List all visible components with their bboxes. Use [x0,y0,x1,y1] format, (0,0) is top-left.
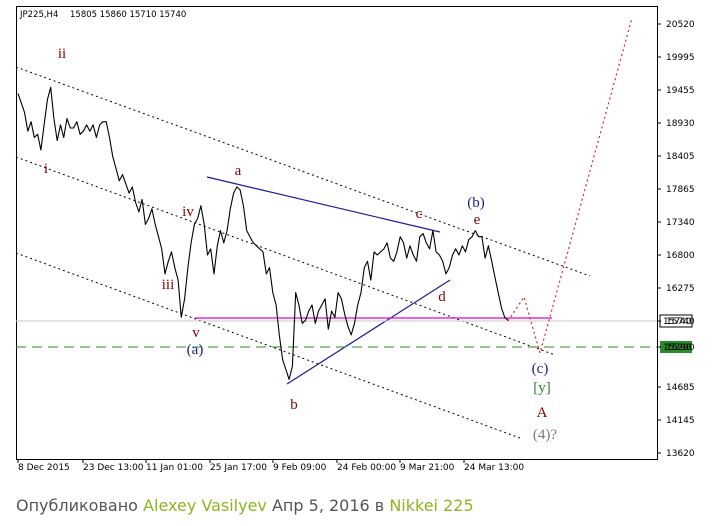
projection-path [507,17,633,356]
y-tick-label: 14145 [666,416,695,426]
trendline-upper [206,176,441,233]
publication-caption: Опубликовано Alexey Vasilyev Апр 5, 2016… [16,496,474,515]
wave-label: i [44,161,48,177]
trendline-lower [286,279,451,385]
wave-label: (c) [532,361,549,377]
caption-date: Апр 5, 2016 [271,496,370,515]
wave-label: d [438,289,446,305]
price-label-text: 15290 [663,343,692,353]
wave-label: iv [182,204,194,220]
x-tick-label: 23 Dec 13:00 [83,463,144,473]
y-tick-label: 19995 [666,53,695,63]
y-tick-label: 16800 [666,251,695,261]
caption-prefix: Опубликовано [16,496,138,515]
chart-header-symbol: JP225,H4 [19,10,58,20]
y-tick-label: 14685 [666,383,695,393]
wave-label: iii [162,277,175,293]
instrument-link[interactable]: Nikkei 225 [389,496,474,515]
wave-label: ii [58,46,66,62]
channel-line [15,156,556,356]
wave-label: b [290,397,298,413]
wave-label: a [235,163,242,179]
y-tick-label: 15740 [666,317,695,327]
wave-label: (b) [467,195,485,211]
y-tick-label: 17340 [666,218,695,228]
x-tick-label: 24 Mar 13:00 [464,463,524,473]
wave-label: e [474,212,481,228]
wave-label: (a) [187,342,204,358]
y-tick-label: 20520 [666,20,695,30]
y-tick-label: 17865 [666,185,695,195]
channel-line [15,66,591,277]
wave-label: A [537,405,548,421]
y-tick-label: 13620 [666,449,695,459]
price-line [17,86,509,380]
y-tick-label: 19455 [666,86,695,96]
y-tick-label: 16275 [666,284,695,294]
x-tick-label: 25 Jan 17:00 [210,463,267,473]
x-tick-label: 24 Feb 00:00 [337,463,396,473]
x-tick-label: 11 Jan 01:00 [146,463,203,473]
y-tick-label: 18930 [666,119,695,129]
y-tick-label: 18405 [666,152,695,162]
y-tick-label: 15290 [666,343,695,353]
price-label-box [660,341,692,353]
x-tick-label: 9 Mar 21:00 [400,463,455,473]
author-link[interactable]: Alexey Vasilyev [143,496,267,515]
caption-in-word: в [374,496,385,515]
price-label-text: 15740 [663,317,692,327]
chart-header-ohlc: 15805 15860 15710 15740 [70,10,186,20]
wave-label: (4)? [533,427,557,443]
wave-label: c [416,206,423,222]
wave-label: [y] [533,380,551,396]
plot-frame [16,6,658,460]
x-tick-label: 9 Feb 09:00 [273,463,327,473]
wave-label: v [192,325,200,341]
x-tick-label: 8 Dec 2015 [18,463,70,473]
